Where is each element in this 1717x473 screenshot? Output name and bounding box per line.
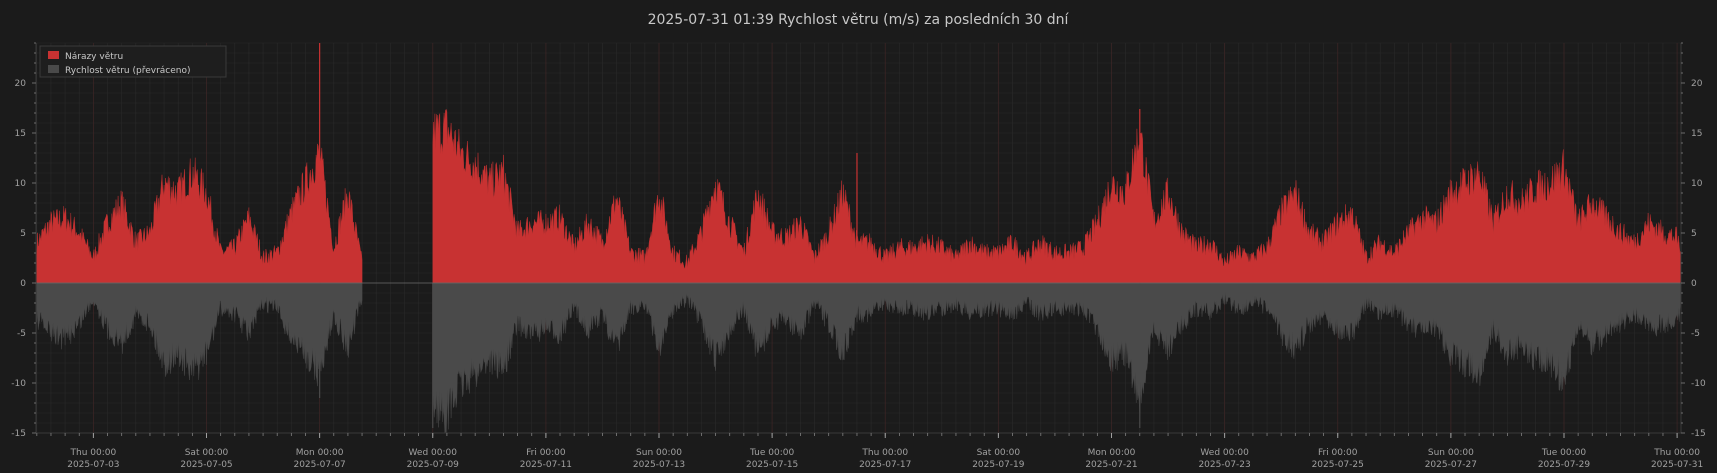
- series: [36, 43, 1682, 434]
- chart-title: 2025-07-31 01:39 Rychlost větru (m/s) za…: [648, 12, 1070, 28]
- y-tick-label-right: -5: [1691, 329, 1700, 339]
- x-tick-label-date: 2025-07-23: [1198, 460, 1250, 470]
- y-tick-label-left: 20: [15, 79, 27, 89]
- y-tick-label-left: 15: [15, 129, 26, 139]
- x-tick-label-day: Fri 00:00: [526, 448, 566, 458]
- series-area-speed: [36, 282, 363, 387]
- x-tick-label-date: 2025-07-19: [972, 460, 1025, 470]
- x-tick-label-day: Wed 00:00: [1200, 448, 1249, 458]
- x-tick-label-date: 2025-07-27: [1425, 460, 1477, 470]
- axes: -15 -15 -10 -10 -5 -5 0 0 5 5 10 10 15 15 20 20 Thu 00:0…: [11, 42, 1706, 470]
- x-tick-label-day: Thu 00:00: [861, 448, 908, 458]
- x-tick-label-day: Sun 00:00: [1428, 448, 1474, 458]
- y-tick-label-left: -15: [11, 429, 26, 439]
- x-tick-label-date: 2025-07-25: [1312, 460, 1364, 470]
- legend: Nárazy větru Rychlost větru (převráceno): [39, 45, 227, 78]
- y-tick-label-right: 10: [1691, 179, 1703, 189]
- x-tick-label-day: Sat 00:00: [977, 448, 1021, 458]
- series-area-gusts: [36, 143, 363, 284]
- y-tick-label-right: -15: [1691, 429, 1706, 439]
- x-tick-label-date: 2025-07-05: [180, 460, 232, 470]
- y-tick-label-right: 20: [1691, 79, 1703, 89]
- x-tick-label-day: Mon 00:00: [1088, 448, 1136, 458]
- x-tick-label-day: Fri 00:00: [1318, 448, 1358, 458]
- series-area-gusts: [432, 108, 1682, 284]
- y-tick-label-left: -10: [11, 379, 26, 389]
- x-tick-label-date: 2025-07-31: [1651, 460, 1703, 470]
- x-tick-label-day: Tue 00:00: [749, 448, 794, 458]
- x-tick-label-date: 2025-07-13: [633, 460, 685, 470]
- x-tick-label-date: 2025-07-21: [1085, 460, 1137, 470]
- x-tick-label-date: 2025-07-09: [407, 460, 460, 470]
- x-tick-label-date: 2025-07-03: [67, 460, 119, 470]
- x-tick-label-date: 2025-07-11: [520, 460, 572, 470]
- legend-label-gusts: Nárazy větru: [65, 52, 123, 62]
- x-tick-label-date: 2025-07-29: [1538, 460, 1591, 470]
- x-tick-label-day: Tue 00:00: [1541, 448, 1586, 458]
- legend-label-speed: Rychlost větru (převráceno): [65, 66, 191, 76]
- x-tick-label-day: Sun 00:00: [636, 448, 682, 458]
- y-tick-label-left: 5: [20, 229, 26, 239]
- x-tick-label-date: 2025-07-15: [746, 460, 798, 470]
- y-tick-label-left: 10: [15, 179, 27, 189]
- x-tick-label-day: Mon 00:00: [296, 448, 344, 458]
- y-tick-label-left: 0: [20, 279, 26, 289]
- legend-swatch-speed: [48, 65, 59, 73]
- x-tick-label-day: Sat 00:00: [185, 448, 229, 458]
- y-tick-label-right: 15: [1691, 129, 1702, 139]
- x-tick-label-day: Thu 00:00: [70, 448, 117, 458]
- y-tick-label-right: 5: [1691, 229, 1697, 239]
- x-tick-label-day: Wed 00:00: [409, 448, 458, 458]
- series-area-speed: [432, 282, 1682, 434]
- y-tick-label-right: -10: [1691, 379, 1706, 389]
- x-tick-label-date: 2025-07-07: [293, 460, 345, 470]
- legend-box: [39, 45, 227, 78]
- legend-swatch-gusts: [48, 51, 59, 59]
- x-tick-label-date: 2025-07-17: [859, 460, 911, 470]
- y-tick-label-right: 0: [1691, 279, 1697, 289]
- y-tick-label-left: -5: [17, 329, 26, 339]
- x-tick-label-day: Thu 00:00: [1653, 448, 1700, 458]
